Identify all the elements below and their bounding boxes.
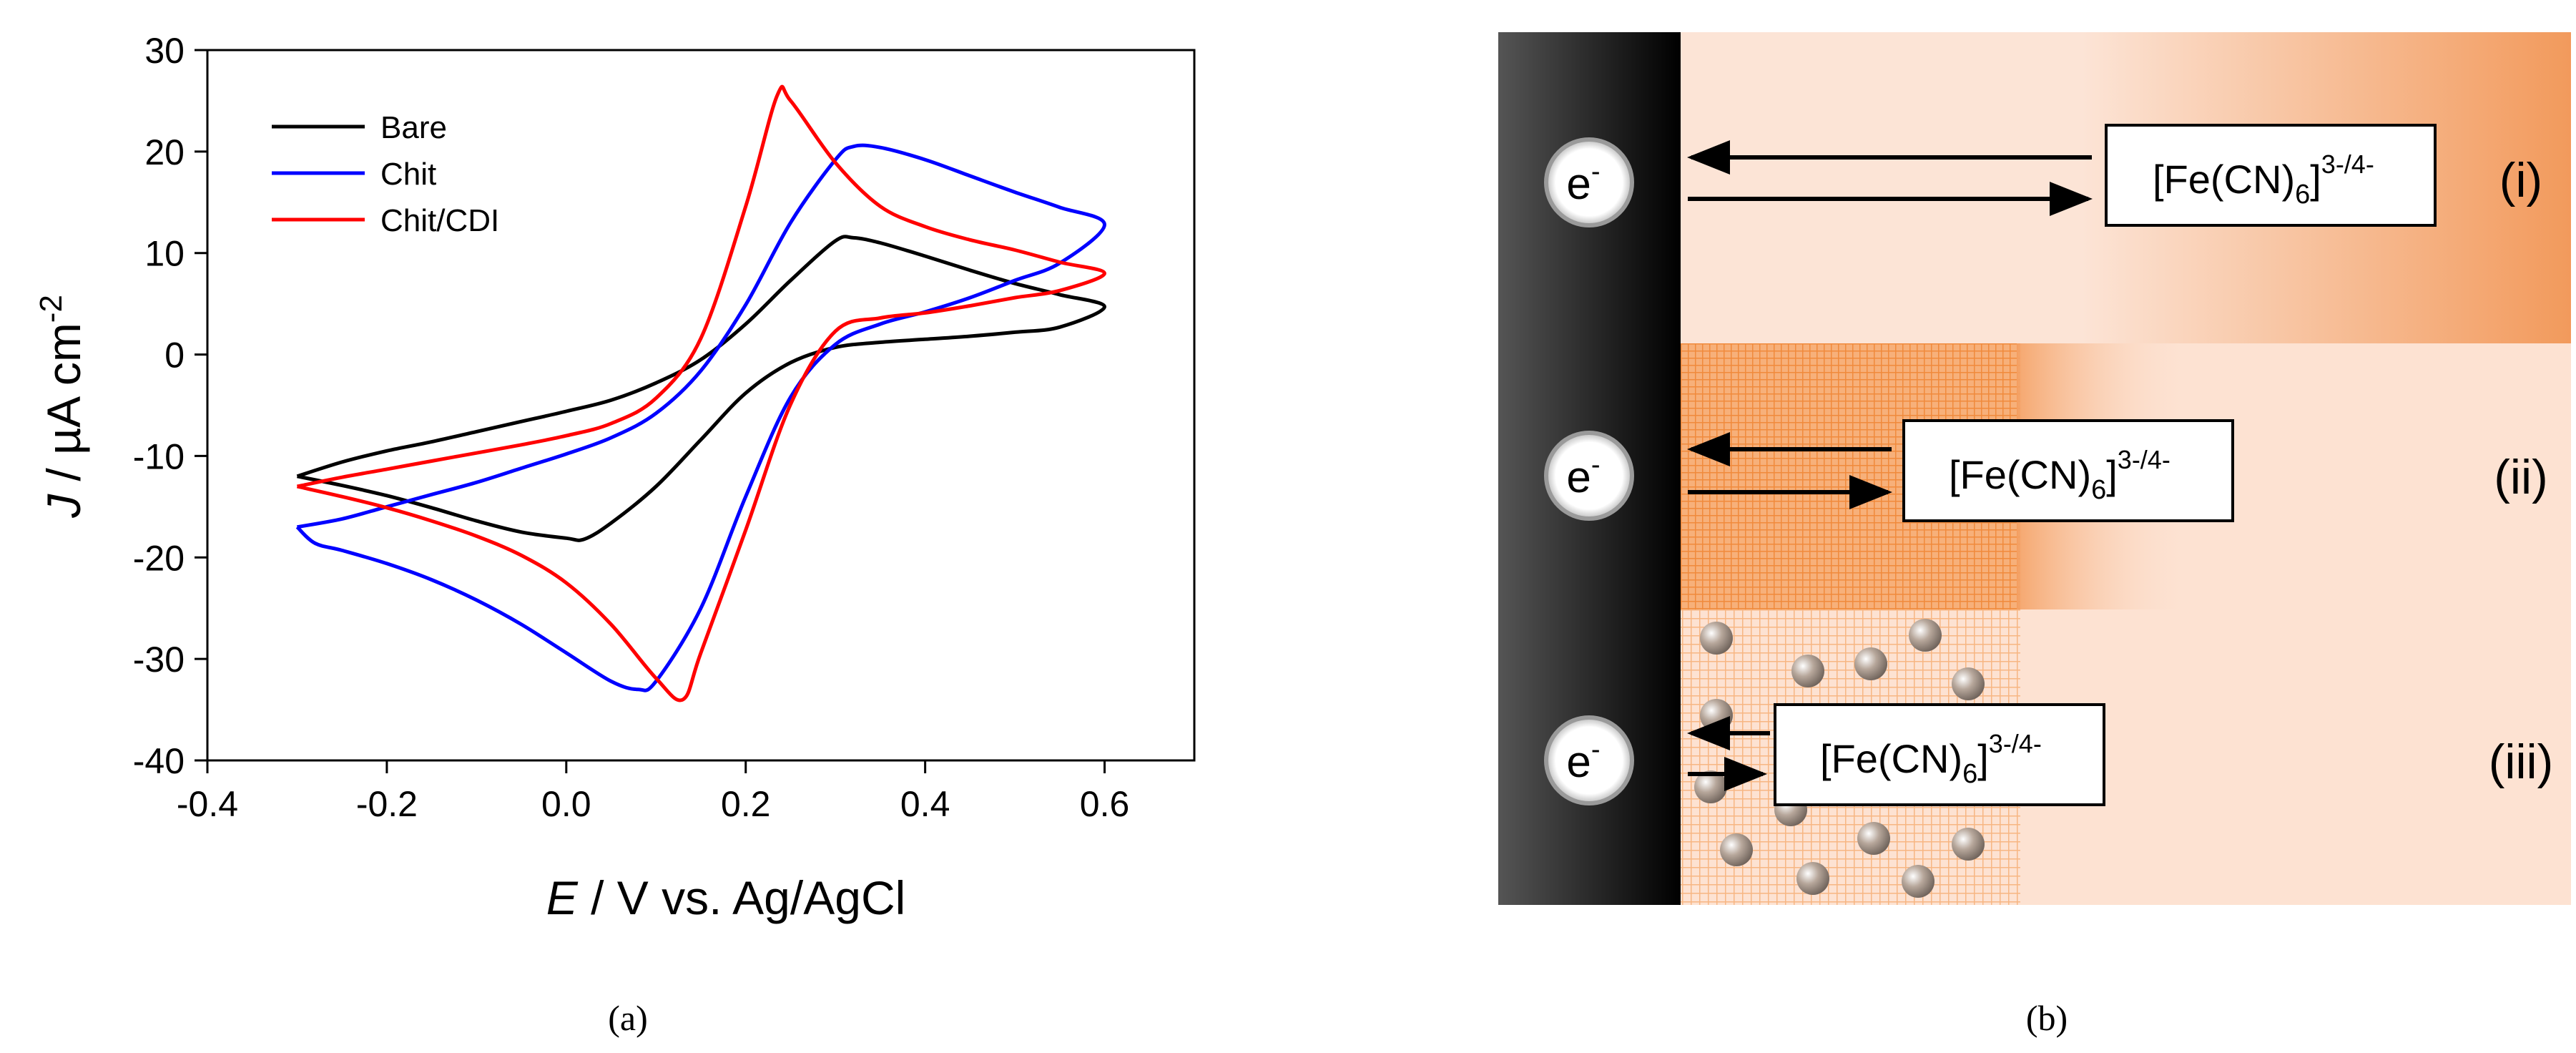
y-tick-label: -20 bbox=[133, 538, 185, 578]
panel-a-label: (a) bbox=[608, 998, 648, 1038]
nanoparticle bbox=[1796, 862, 1829, 895]
y-tick-label: 30 bbox=[144, 31, 185, 71]
panel-b-label: (b) bbox=[2026, 998, 2068, 1038]
x-tick-label: 0.6 bbox=[1080, 784, 1130, 824]
y-tick-label: -10 bbox=[133, 436, 185, 476]
row-label: (iii) bbox=[2489, 735, 2554, 789]
x-tick-label: -0.2 bbox=[356, 784, 418, 824]
y-tick-label: 0 bbox=[164, 336, 185, 376]
x-tick-label: -0.4 bbox=[177, 784, 238, 824]
y-tick-label: 20 bbox=[144, 132, 185, 172]
x-axis-label: E / V vs. Ag/AgCl bbox=[546, 871, 906, 924]
nanoparticle bbox=[1700, 622, 1733, 655]
species-label: [Fe(CN)6]3-/4- bbox=[1949, 445, 2171, 505]
y-tick-label: -40 bbox=[133, 741, 185, 781]
row-label: (i) bbox=[2499, 153, 2542, 207]
row-i: e- [Fe(CN)6]3-/4- (i) bbox=[1544, 124, 2542, 227]
x-tick-label: 0.0 bbox=[541, 784, 591, 824]
series-line-bare bbox=[296, 235, 1106, 542]
species-label: [Fe(CN)6]3-/4- bbox=[2153, 150, 2374, 210]
species-box bbox=[1902, 419, 2234, 522]
y-axis-label: J / µA cm-2 bbox=[34, 295, 90, 519]
legend-label: Chit bbox=[380, 157, 436, 192]
series-line-chit-cdi bbox=[296, 84, 1106, 702]
row-ii: e- [Fe(CN)6]3-/4- (ii) bbox=[1544, 419, 2548, 522]
nanoparticle bbox=[1952, 667, 1985, 700]
electron-label: e- bbox=[1566, 157, 1600, 209]
x-axis-ticks: -0.4 -0.2 0.0 0.2 0.4 0.6 bbox=[177, 760, 1129, 824]
x-tick-label: 0.4 bbox=[900, 784, 950, 824]
nanoparticle bbox=[1854, 647, 1887, 680]
legend: Bare Chit Chit/CDI bbox=[272, 110, 499, 238]
nanoparticle bbox=[1909, 619, 1942, 652]
nanoparticle bbox=[1857, 822, 1890, 855]
legend-label: Chit/CDI bbox=[380, 203, 499, 238]
legend-label: Bare bbox=[380, 110, 447, 145]
plot-frame bbox=[206, 49, 1196, 762]
electron-label: e- bbox=[1566, 450, 1600, 502]
y-tick-label: -30 bbox=[133, 640, 185, 680]
cv-chart: -0.4 -0.2 0.0 0.2 0.4 0.6 -40 -30 -20 -10 0 10 20 30… bbox=[34, 31, 1196, 924]
series-line-chit bbox=[295, 143, 1106, 692]
nanoparticle bbox=[1720, 833, 1753, 866]
nanoparticle bbox=[1791, 655, 1824, 687]
nanoparticle bbox=[1694, 770, 1727, 803]
y-axis-ticks: -40 -30 -20 -10 0 10 20 30 bbox=[133, 31, 207, 781]
species-box bbox=[1774, 703, 2105, 806]
electron-icon bbox=[1544, 715, 1634, 805]
nanoparticle bbox=[1700, 699, 1733, 732]
electron-icon bbox=[1544, 137, 1634, 227]
nanoparticles bbox=[1694, 619, 1985, 898]
row-label: (ii) bbox=[2494, 450, 2548, 504]
electron-icon bbox=[1544, 431, 1634, 521]
species-label: [Fe(CN)6]3-/4- bbox=[1820, 729, 2042, 789]
nanoparticle bbox=[1902, 865, 1935, 898]
nanoparticle bbox=[1952, 828, 1985, 861]
row-iii: e- [Fe(CN)6]3-/4- (iii) bbox=[1544, 703, 2554, 806]
y-tick-label: 10 bbox=[144, 234, 185, 274]
electron-label: e- bbox=[1566, 735, 1600, 787]
interface-diagram: e- [Fe(CN)6]3-/4- (i) e- [Fe(CN)6]3-/4- … bbox=[1498, 32, 2571, 905]
species-box bbox=[2105, 124, 2437, 227]
x-tick-label: 0.2 bbox=[721, 784, 771, 824]
series-lines bbox=[295, 84, 1106, 702]
